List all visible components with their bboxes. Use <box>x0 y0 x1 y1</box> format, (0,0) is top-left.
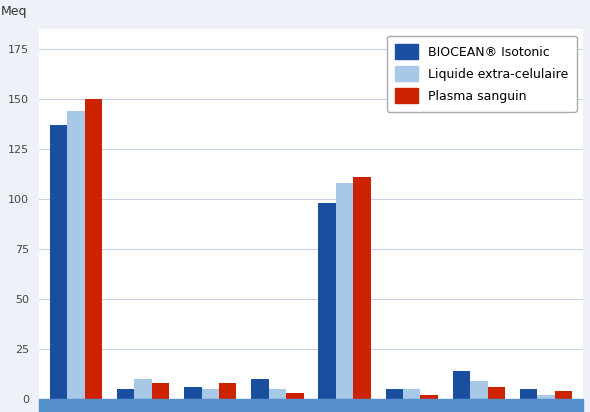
Bar <box>219 383 237 399</box>
Text: Meq: Meq <box>1 5 27 19</box>
Bar <box>470 381 488 399</box>
Bar <box>555 391 572 399</box>
Bar <box>421 395 438 399</box>
Bar <box>84 99 102 399</box>
Legend: BIOCEAN® Isotonic, Liquide extra-celulaire, Plasma sanguin: BIOCEAN® Isotonic, Liquide extra-celulai… <box>386 36 577 112</box>
Bar <box>135 379 152 399</box>
Bar <box>403 389 421 399</box>
Bar <box>67 111 84 399</box>
Bar <box>353 177 371 399</box>
Bar <box>268 389 286 399</box>
Bar <box>286 393 304 399</box>
Bar <box>336 183 353 399</box>
Bar <box>537 395 555 399</box>
Bar <box>520 389 537 399</box>
Bar <box>202 389 219 399</box>
Bar <box>152 383 169 399</box>
Bar <box>50 125 67 399</box>
Bar <box>319 203 336 399</box>
Bar <box>453 371 470 399</box>
Bar <box>184 387 202 399</box>
Bar <box>251 379 268 399</box>
Bar <box>386 389 403 399</box>
Bar <box>488 387 505 399</box>
Bar <box>117 389 135 399</box>
